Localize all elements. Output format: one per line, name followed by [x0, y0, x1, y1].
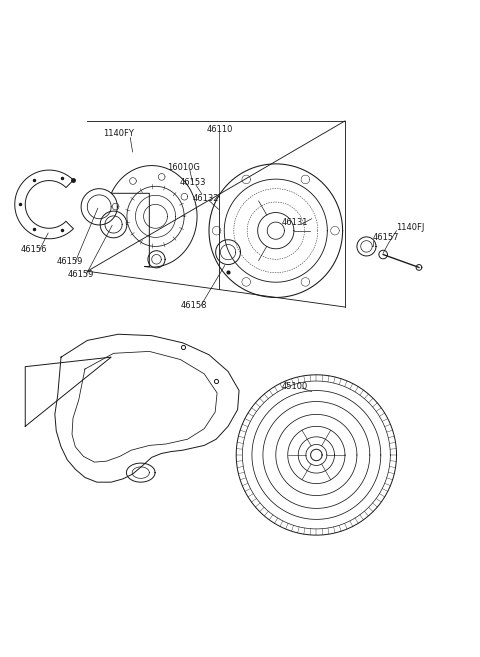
Text: 1140FY: 1140FY: [103, 129, 134, 138]
Text: 46156: 46156: [21, 245, 47, 254]
Text: 46110: 46110: [206, 125, 233, 133]
Text: 46131: 46131: [282, 218, 309, 227]
Text: 46157: 46157: [372, 233, 399, 242]
Text: 16010G: 16010G: [168, 163, 200, 171]
Text: 46153: 46153: [180, 178, 206, 187]
Text: 46159: 46159: [56, 257, 83, 266]
Text: 46159: 46159: [67, 269, 94, 279]
Text: 1140FJ: 1140FJ: [396, 223, 425, 232]
Text: 46158: 46158: [180, 301, 207, 310]
Text: 46132: 46132: [192, 194, 219, 203]
Text: 45100: 45100: [282, 382, 308, 391]
